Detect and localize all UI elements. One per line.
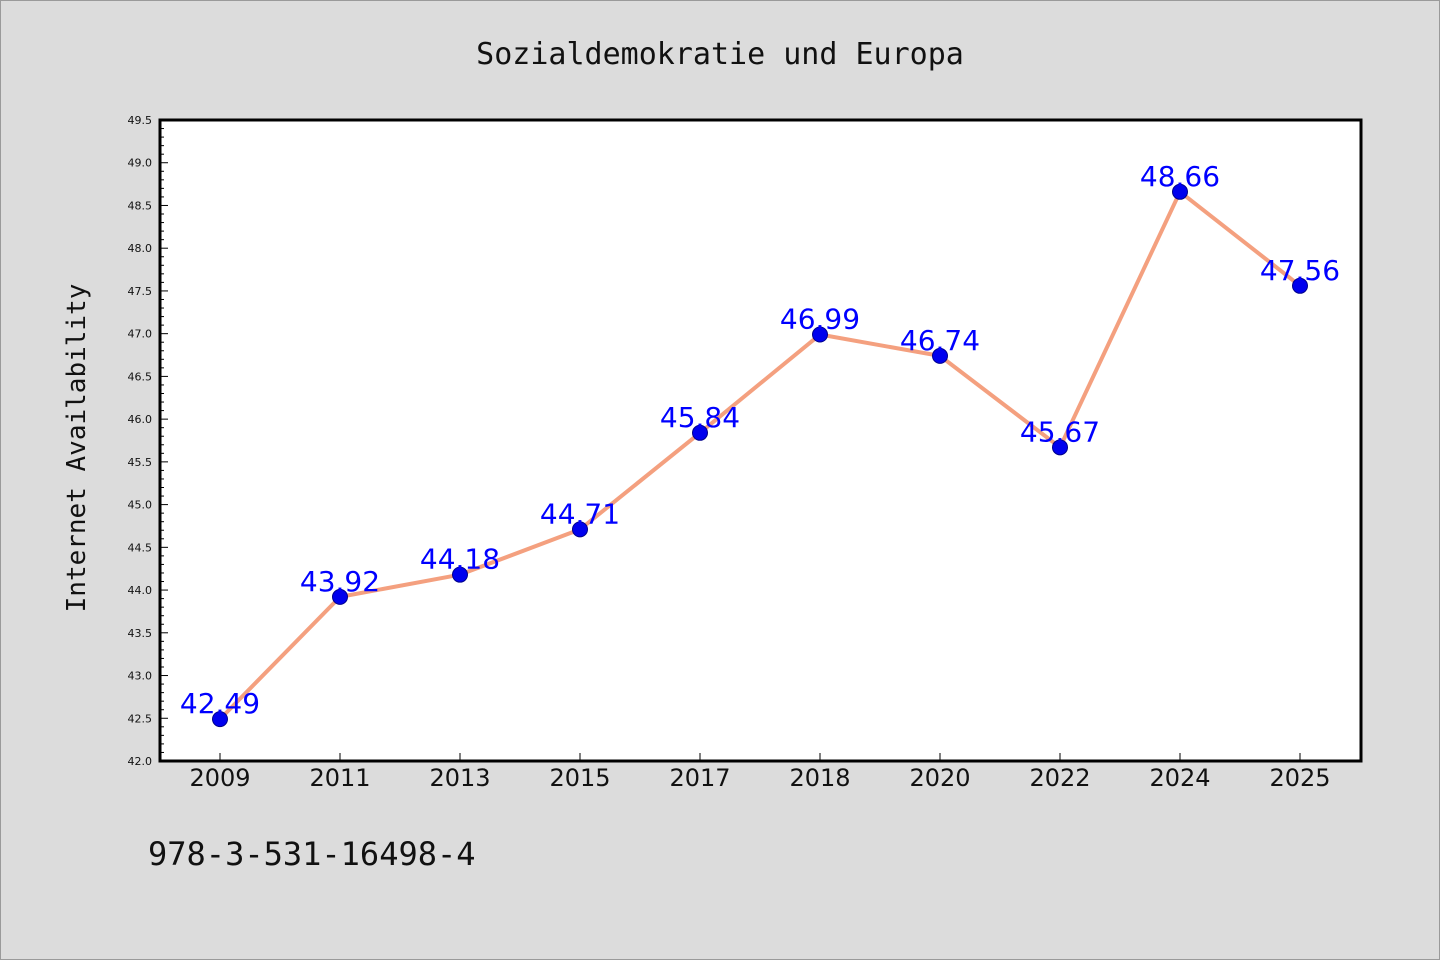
data-label: 48.66	[1140, 160, 1220, 193]
data-point	[1052, 439, 1068, 456]
y-tick-label: 46.5	[128, 370, 153, 383]
data-point	[452, 566, 468, 583]
y-tick-label: 47.0	[128, 328, 153, 341]
y-tick-label: 43.5	[128, 627, 153, 640]
data-label: 42.49	[180, 687, 260, 720]
data-point	[932, 347, 948, 364]
data-label: 43.92	[300, 565, 380, 598]
footnote-isbn: 978-3-531-16498-4	[148, 835, 476, 873]
x-tick-label: 2015	[549, 764, 610, 792]
series-line	[218, 189, 1302, 722]
y-tick-label: 44.0	[128, 584, 153, 597]
data-point	[1292, 277, 1308, 294]
y-tick-label: 46.0	[128, 413, 153, 426]
x-tick-label: 2022	[1029, 764, 1090, 792]
chart-title: Sozialdemokratie und Europa	[476, 37, 964, 72]
x-tick-label: 2017	[669, 764, 730, 792]
y-tick-label: 48.5	[128, 199, 153, 212]
data-label: 47.56	[1260, 254, 1340, 287]
data-label: 45.67	[1020, 415, 1100, 448]
y-tick-label: 43.0	[128, 670, 153, 683]
x-tick-label: 2024	[1149, 764, 1210, 792]
y-tick-label: 42.5	[128, 712, 153, 725]
x-tick-label: 2020	[909, 764, 970, 792]
data-point	[572, 521, 588, 538]
data-label: 44.71	[540, 497, 620, 530]
data-label: 46.99	[780, 303, 860, 336]
data-label: 44.18	[420, 543, 500, 576]
x-tick-label: 2013	[429, 764, 490, 792]
x-tick-label: 2009	[189, 764, 250, 792]
plot-area	[158, 118, 1363, 763]
y-tick-label: 48.0	[128, 242, 153, 255]
y-tick-label: 47.5	[128, 285, 153, 298]
y-axis-label: Internet Availability	[62, 284, 92, 613]
y-tick-label: 49.0	[128, 157, 153, 170]
y-tick-label: 44.5	[128, 541, 153, 554]
data-point	[812, 326, 828, 343]
data-labels: 42.49 43.92 44.18 44.71 45.84 46.99 46.74 45.67…	[180, 160, 1340, 720]
x-tick-label: 2025	[1269, 764, 1330, 792]
y-tick-label: 42.0	[128, 755, 153, 768]
y-tick-label: 45.5	[128, 456, 153, 469]
data-point	[692, 424, 708, 441]
data-label: 46.74	[900, 324, 980, 357]
y-axis: 42.0 42.5 43.0 43.5 44.0 44.5 45.0 45.5 46.0 46.5…	[128, 114, 168, 768]
data-point	[332, 588, 348, 605]
x-axis: 2009 2011 2013 2015 2017 2018 2020 2022 2024 2025	[189, 753, 1331, 792]
data-label: 45.84	[660, 401, 740, 434]
x-tick-label: 2011	[309, 764, 370, 792]
data-point	[1172, 183, 1188, 200]
data-point	[212, 711, 228, 728]
y-tick-label: 45.0	[128, 499, 153, 512]
y-tick-label: 49.5	[128, 114, 153, 127]
series-markers	[212, 183, 1308, 728]
x-tick-label: 2018	[789, 764, 850, 792]
